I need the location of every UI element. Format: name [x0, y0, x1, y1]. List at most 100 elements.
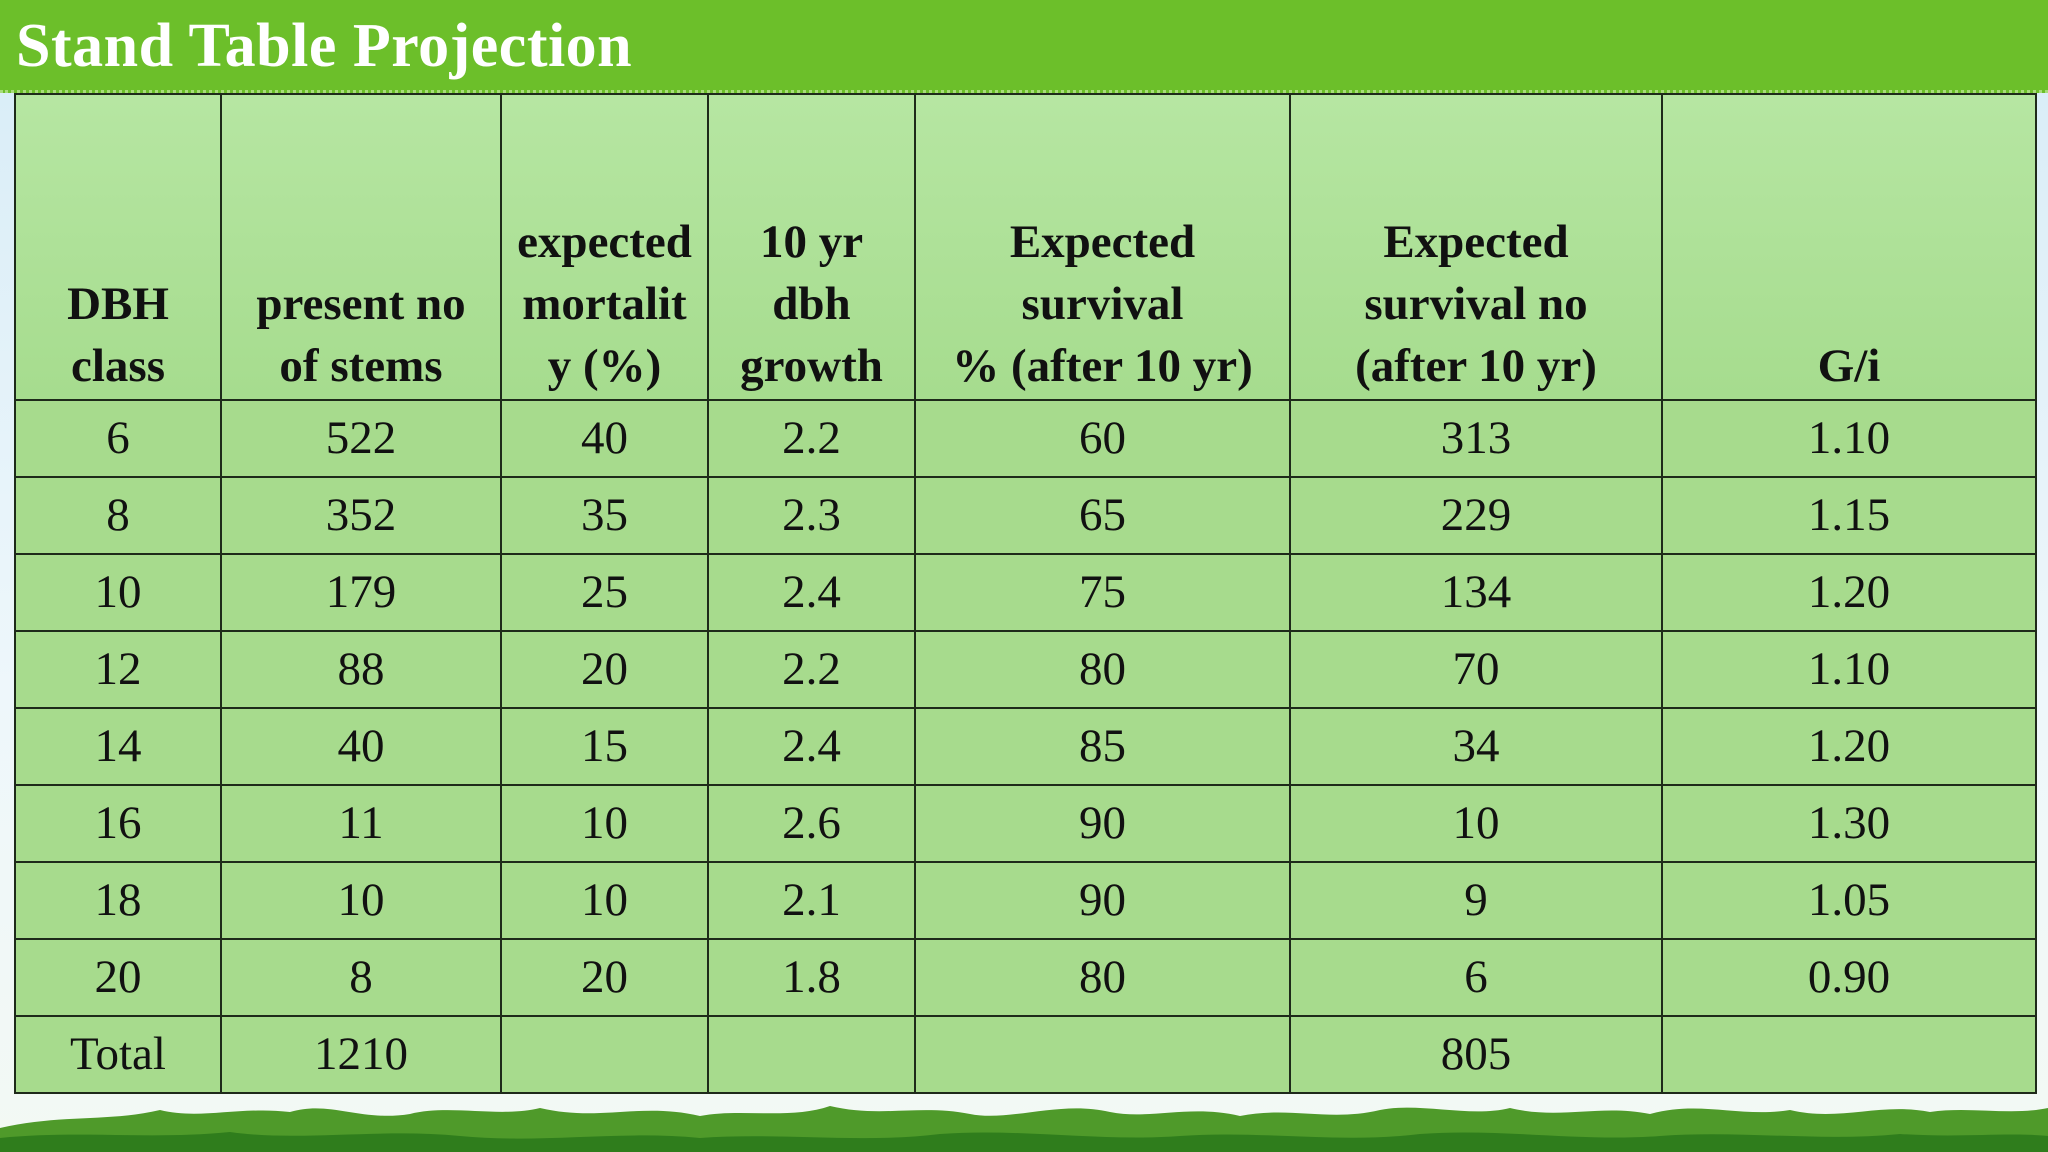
cell-growth: 1.8: [707, 938, 916, 1017]
cell-growth: 2.2: [707, 399, 916, 478]
table-row: 14 40 15 2.4 85 34 1.20: [14, 707, 2037, 786]
header-expected-mortality: expected mortalit y (%): [500, 93, 709, 401]
cell-survival-pct: 75: [914, 553, 1291, 632]
cell-survival-pct: 90: [914, 861, 1291, 940]
cell-survival-pct: 85: [914, 707, 1291, 786]
cell-survival-no: 313: [1289, 399, 1663, 478]
cell-present-stems: 40: [220, 707, 502, 786]
cell-gi: 1.10: [1661, 399, 2037, 478]
table-row: 18 10 10 2.1 90 9 1.05: [14, 861, 2037, 940]
cell-dbh-class: 20: [14, 938, 222, 1017]
cell-mortality: 25: [500, 553, 709, 632]
cell-present-stems: 11: [220, 784, 502, 863]
cell-mortality: 35: [500, 476, 709, 555]
cell-survival-no: 9: [1289, 861, 1663, 940]
header-dbh-class: DBH class: [14, 93, 222, 401]
header-gi: G/i: [1661, 93, 2037, 401]
header-dbh-growth: 10 yr dbh growth: [707, 93, 916, 401]
header-line: survival: [1021, 278, 1184, 330]
header-line: present no: [256, 278, 466, 330]
header-line: of stems: [279, 340, 443, 392]
table-row: 12 88 20 2.2 80 70 1.10: [14, 630, 2037, 709]
header-line: survival no: [1364, 278, 1588, 330]
title-bar: Stand Table Projection: [0, 0, 2048, 93]
cell-growth: 2.4: [707, 707, 916, 786]
cell-total-gi: [1661, 1015, 2037, 1094]
cell-dbh-class: 12: [14, 630, 222, 709]
cell-present-stems: 352: [220, 476, 502, 555]
cell-present-stems: 88: [220, 630, 502, 709]
cell-survival-no: 134: [1289, 553, 1663, 632]
cell-gi: 1.05: [1661, 861, 2037, 940]
cell-present-stems: 10: [220, 861, 502, 940]
header-line: DBH: [67, 278, 169, 330]
cell-survival-no: 6: [1289, 938, 1663, 1017]
cell-present-stems: 179: [220, 553, 502, 632]
cell-dbh-class: 8: [14, 476, 222, 555]
header-expected-survival-pct: Expected survival % (after 10 yr): [914, 93, 1291, 401]
cell-mortality: 15: [500, 707, 709, 786]
cell-total-present-stems: 1210: [220, 1015, 502, 1094]
cell-gi: 1.15: [1661, 476, 2037, 555]
header-line: expected: [517, 216, 692, 268]
cell-survival-pct: 90: [914, 784, 1291, 863]
stand-table: DBH class present no of stems expected m…: [14, 93, 2037, 1094]
header-line: y (%): [547, 340, 662, 392]
cell-present-stems: 522: [220, 399, 502, 478]
table-row: 16 11 10 2.6 90 10 1.30: [14, 784, 2037, 863]
header-line: dbh: [772, 278, 851, 330]
table-row: 10 179 25 2.4 75 134 1.20: [14, 553, 2037, 632]
cell-total-mortality: [500, 1015, 709, 1094]
cell-mortality: 10: [500, 784, 709, 863]
cell-growth: 2.6: [707, 784, 916, 863]
header-line: (after 10 yr): [1355, 340, 1597, 392]
cell-total-label: Total: [14, 1015, 222, 1094]
cell-gi: 1.10: [1661, 630, 2037, 709]
grass-decoration: [0, 1106, 2048, 1152]
cell-survival-pct: 80: [914, 938, 1291, 1017]
cell-total-survival-pct: [914, 1015, 1291, 1094]
cell-survival-pct: 80: [914, 630, 1291, 709]
slide-title: Stand Table Projection: [16, 12, 633, 80]
cell-gi: 1.30: [1661, 784, 2037, 863]
table-row: 6 522 40 2.2 60 313 1.10: [14, 399, 2037, 478]
cell-total-survival-no: 805: [1289, 1015, 1663, 1094]
cell-mortality: 20: [500, 938, 709, 1017]
cell-dbh-class: 10: [14, 553, 222, 632]
table-total-row: Total 1210 805: [14, 1015, 2037, 1094]
cell-survival-no: 10: [1289, 784, 1663, 863]
header-line: G/i: [1817, 340, 1881, 392]
cell-dbh-class: 18: [14, 861, 222, 940]
table-row: 20 8 20 1.8 80 6 0.90: [14, 938, 2037, 1017]
cell-gi: 1.20: [1661, 553, 2037, 632]
cell-present-stems: 8: [220, 938, 502, 1017]
cell-survival-no: 229: [1289, 476, 1663, 555]
cell-mortality: 10: [500, 861, 709, 940]
cell-mortality: 40: [500, 399, 709, 478]
cell-dbh-class: 6: [14, 399, 222, 478]
cell-survival-no: 34: [1289, 707, 1663, 786]
header-line: 10 yr: [759, 216, 864, 268]
cell-growth: 2.2: [707, 630, 916, 709]
cell-survival-pct: 60: [914, 399, 1291, 478]
cell-growth: 2.1: [707, 861, 916, 940]
table-header-row: DBH class present no of stems expected m…: [14, 93, 2037, 401]
cell-gi: 0.90: [1661, 938, 2037, 1017]
cell-gi: 1.20: [1661, 707, 2037, 786]
header-line: Expected: [1383, 216, 1569, 268]
cell-total-growth: [707, 1015, 916, 1094]
header-line: Expected: [1009, 216, 1196, 268]
table-row: 8 352 35 2.3 65 229 1.15: [14, 476, 2037, 555]
header-line: growth: [740, 340, 883, 392]
header-line: class: [71, 340, 165, 392]
cell-dbh-class: 16: [14, 784, 222, 863]
cell-mortality: 20: [500, 630, 709, 709]
cell-growth: 2.3: [707, 476, 916, 555]
stand-table-container: DBH class present no of stems expected m…: [14, 93, 2037, 1094]
cell-growth: 2.4: [707, 553, 916, 632]
cell-dbh-class: 14: [14, 707, 222, 786]
cell-survival-no: 70: [1289, 630, 1663, 709]
cell-survival-pct: 65: [914, 476, 1291, 555]
header-expected-survival-no: Expected survival no (after 10 yr): [1289, 93, 1663, 401]
header-line: mortalit: [522, 278, 687, 330]
